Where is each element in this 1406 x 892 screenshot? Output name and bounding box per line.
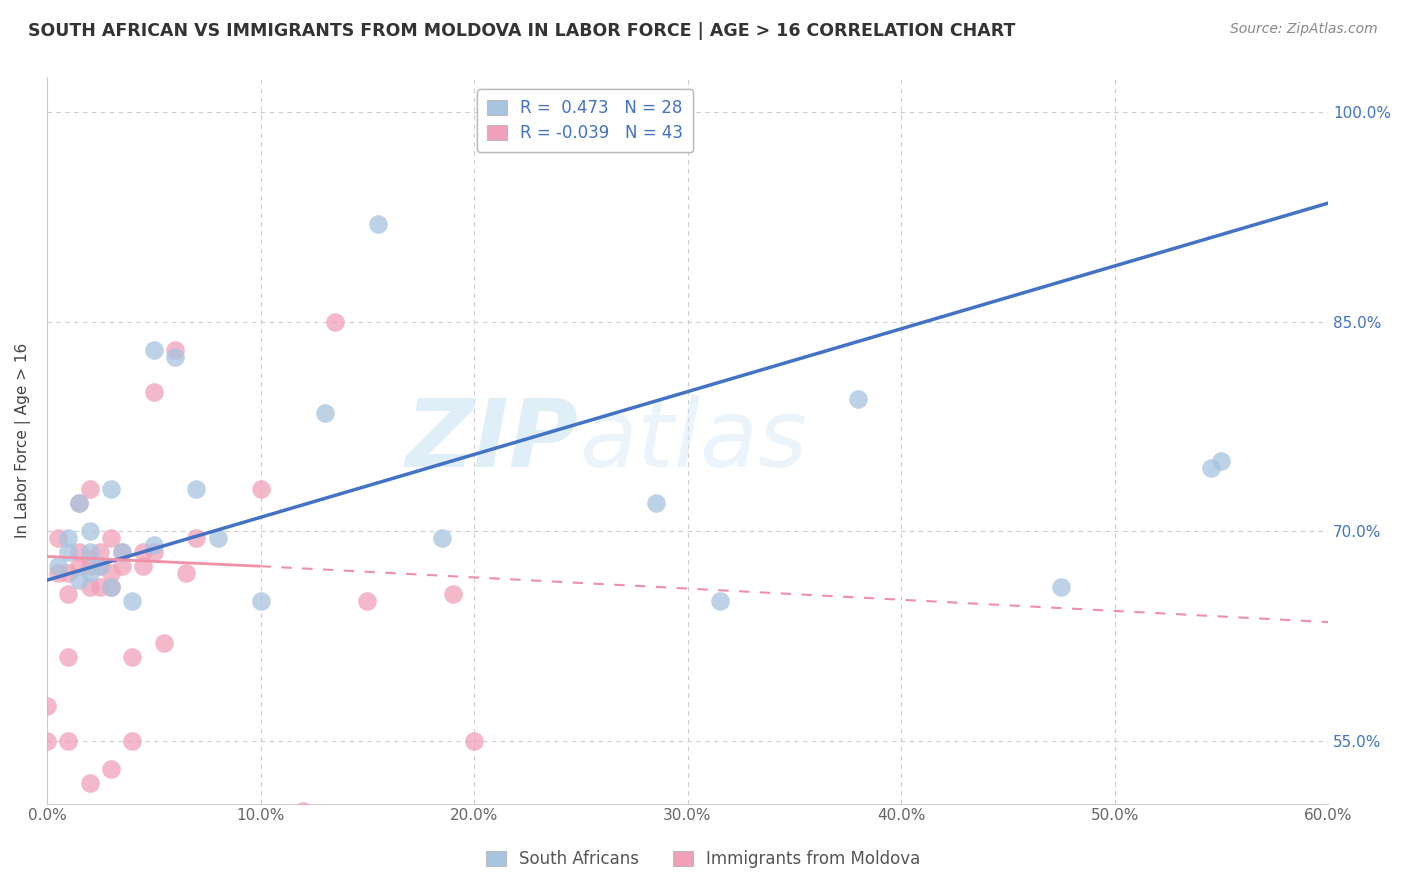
Point: [58, 531, 80, 545]
Point: [142, 538, 165, 552]
Point: [292, 804, 315, 818]
Y-axis label: In Labor Force | Age > 16: In Labor Force | Age > 16: [15, 343, 31, 538]
Point: [356, 594, 378, 608]
Point: [100, 580, 122, 594]
Point: [441, 587, 464, 601]
Point: [1211, 454, 1233, 468]
Point: [142, 545, 165, 559]
Point: [174, 566, 197, 581]
Point: [111, 545, 134, 559]
Point: [848, 392, 870, 406]
Point: [142, 384, 165, 399]
Point: [430, 531, 453, 545]
Point: [367, 217, 389, 231]
Point: [79, 524, 101, 539]
Point: [100, 566, 122, 581]
Point: [142, 343, 165, 357]
Point: [89, 559, 111, 574]
Point: [153, 636, 176, 650]
Point: [207, 531, 229, 545]
Point: [79, 775, 101, 789]
Point: [314, 406, 336, 420]
Point: [89, 545, 111, 559]
Point: [58, 587, 80, 601]
Point: [644, 496, 666, 510]
Point: [121, 650, 143, 665]
Point: [89, 580, 111, 594]
Legend: R =  0.473   N = 28, R = -0.039   N = 43: R = 0.473 N = 28, R = -0.039 N = 43: [477, 89, 693, 152]
Point: [67, 496, 90, 510]
Legend: South Africans, Immigrants from Moldova: South Africans, Immigrants from Moldova: [479, 844, 927, 875]
Point: [58, 650, 80, 665]
Point: [463, 733, 485, 747]
Point: [165, 350, 187, 364]
Point: [35, 733, 58, 747]
Point: [46, 559, 69, 574]
Point: [207, 846, 229, 860]
Point: [79, 559, 101, 574]
Point: [67, 545, 90, 559]
Point: [323, 315, 346, 329]
Point: [132, 545, 155, 559]
Point: [1199, 461, 1222, 475]
Point: [67, 496, 90, 510]
Point: [46, 531, 69, 545]
Point: [121, 594, 143, 608]
Point: [79, 545, 101, 559]
Point: [79, 552, 101, 566]
Point: [35, 698, 58, 713]
Point: [46, 566, 69, 581]
Point: [186, 483, 208, 497]
Point: [58, 733, 80, 747]
Point: [58, 566, 80, 581]
Point: [79, 566, 101, 581]
Point: [89, 559, 111, 574]
Point: [79, 580, 101, 594]
Text: atlas: atlas: [579, 395, 807, 486]
Point: [709, 594, 731, 608]
Point: [100, 531, 122, 545]
Point: [228, 824, 250, 838]
Point: [100, 483, 122, 497]
Point: [100, 580, 122, 594]
Point: [67, 573, 90, 587]
Point: [121, 733, 143, 747]
Text: Source: ZipAtlas.com: Source: ZipAtlas.com: [1230, 22, 1378, 37]
Point: [165, 343, 187, 357]
Point: [249, 483, 271, 497]
Point: [111, 559, 134, 574]
Point: [249, 594, 271, 608]
Point: [132, 559, 155, 574]
Point: [79, 483, 101, 497]
Text: ZIP: ZIP: [406, 394, 579, 486]
Point: [58, 545, 80, 559]
Point: [67, 559, 90, 574]
Point: [111, 545, 134, 559]
Point: [100, 762, 122, 776]
Point: [186, 531, 208, 545]
Text: SOUTH AFRICAN VS IMMIGRANTS FROM MOLDOVA IN LABOR FORCE | AGE > 16 CORRELATION C: SOUTH AFRICAN VS IMMIGRANTS FROM MOLDOVA…: [28, 22, 1015, 40]
Point: [1050, 580, 1073, 594]
